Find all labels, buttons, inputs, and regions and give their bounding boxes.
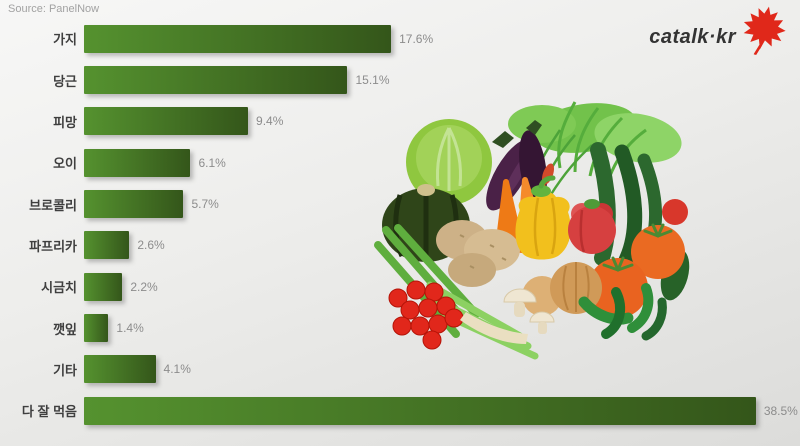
- category-label: 가지: [53, 32, 77, 48]
- chart-row: 당근 15.1%: [0, 59, 800, 100]
- source-label: Source: PanelNow: [8, 3, 100, 15]
- category-label: 오이: [53, 156, 77, 172]
- chart-row: 오이 6.1%: [0, 142, 800, 183]
- value-label: 2.6%: [137, 238, 165, 253]
- bar: [84, 272, 123, 301]
- bar: [84, 107, 249, 136]
- chart-row: 시금치 2.2%: [0, 266, 800, 307]
- chart-row: 다 잘 먹음 38.5%: [0, 390, 800, 431]
- value-label: 9.4%: [256, 114, 284, 129]
- value-label: 6.1%: [198, 155, 226, 170]
- chart-row: 깻잎 1.4%: [0, 307, 800, 348]
- logo: catalk·kr: [649, 4, 790, 56]
- value-label: 15.1%: [355, 73, 390, 88]
- value-label: 5.7%: [191, 197, 219, 212]
- category-label: 깻잎: [53, 321, 77, 337]
- bar: [84, 314, 109, 343]
- bar: [84, 24, 392, 53]
- bar: [84, 148, 191, 177]
- value-label: 4.1%: [163, 362, 191, 377]
- category-label: 파프리카: [29, 238, 77, 254]
- category-label: 피망: [53, 114, 77, 130]
- bar-chart: 가지 17.6% 당근 15.1% 피망 9.4% 오이 6.1% 브로콜리 5.7% 파프리카 2.…: [0, 18, 800, 431]
- chart-row: 기타 4.1%: [0, 349, 800, 390]
- bar: [84, 190, 184, 219]
- logo-text: catalk·kr: [649, 25, 736, 48]
- maple-leaf-icon: [743, 6, 786, 56]
- category-label: 당근: [53, 73, 77, 89]
- chart-row: 브로콜리 5.7%: [0, 183, 800, 224]
- bar: [84, 355, 156, 384]
- value-label: 17.6%: [399, 31, 434, 46]
- chart-row: 피망 9.4%: [0, 101, 800, 142]
- chart-row: 파프리카 2.6%: [0, 225, 800, 266]
- chart-row: 가지 17.6%: [0, 18, 800, 59]
- category-label: 기타: [53, 362, 77, 378]
- value-label: 38.5%: [763, 403, 798, 418]
- value-label: 2.2%: [130, 279, 158, 294]
- category-label: 시금치: [41, 280, 77, 296]
- bar: [84, 396, 756, 425]
- category-label: 다 잘 먹음: [21, 404, 77, 420]
- bar: [84, 66, 348, 95]
- value-label: 1.4%: [116, 321, 144, 336]
- bar: [84, 231, 130, 260]
- category-label: 브로콜리: [29, 197, 77, 213]
